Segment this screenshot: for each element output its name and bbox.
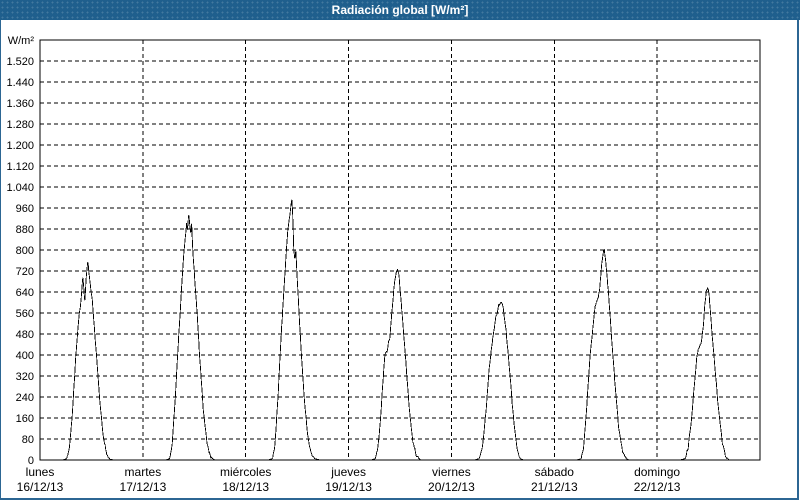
svg-text:jueves: jueves	[330, 465, 366, 479]
svg-text:480: 480	[16, 329, 34, 341]
svg-text:21/12/13: 21/12/13	[531, 480, 578, 494]
svg-text:800: 800	[16, 245, 34, 257]
svg-text:1.360: 1.360	[6, 98, 34, 110]
svg-text:sábado: sábado	[535, 465, 575, 479]
svg-text:880: 880	[16, 224, 34, 236]
svg-text:1.520: 1.520	[6, 56, 34, 68]
svg-text:1.120: 1.120	[6, 161, 34, 173]
svg-text:160: 160	[16, 413, 34, 425]
svg-text:960: 960	[16, 203, 34, 215]
svg-text:20/12/13: 20/12/13	[428, 480, 475, 494]
svg-text:1.280: 1.280	[6, 119, 34, 131]
svg-text:560: 560	[16, 308, 34, 320]
svg-text:martes: martes	[125, 465, 162, 479]
svg-text:1.040: 1.040	[6, 182, 34, 194]
svg-text:17/12/13: 17/12/13	[120, 480, 167, 494]
svg-text:240: 240	[16, 392, 34, 404]
svg-text:16/12/13: 16/12/13	[17, 480, 64, 494]
svg-text:W/m²: W/m²	[8, 35, 35, 47]
svg-text:lunes: lunes	[26, 465, 55, 479]
svg-text:1.200: 1.200	[6, 140, 34, 152]
svg-text:19/12/13: 19/12/13	[325, 480, 372, 494]
svg-text:400: 400	[16, 350, 34, 362]
svg-text:22/12/13: 22/12/13	[634, 480, 681, 494]
svg-text:720: 720	[16, 266, 34, 278]
svg-text:640: 640	[16, 287, 34, 299]
svg-text:miércoles: miércoles	[220, 465, 271, 479]
svg-text:1.440: 1.440	[6, 77, 34, 89]
svg-text:320: 320	[16, 371, 34, 383]
svg-text:domingo: domingo	[634, 465, 680, 479]
svg-text:viernes: viernes	[432, 465, 471, 479]
svg-text:80: 80	[22, 434, 34, 446]
svg-text:18/12/13: 18/12/13	[222, 480, 269, 494]
